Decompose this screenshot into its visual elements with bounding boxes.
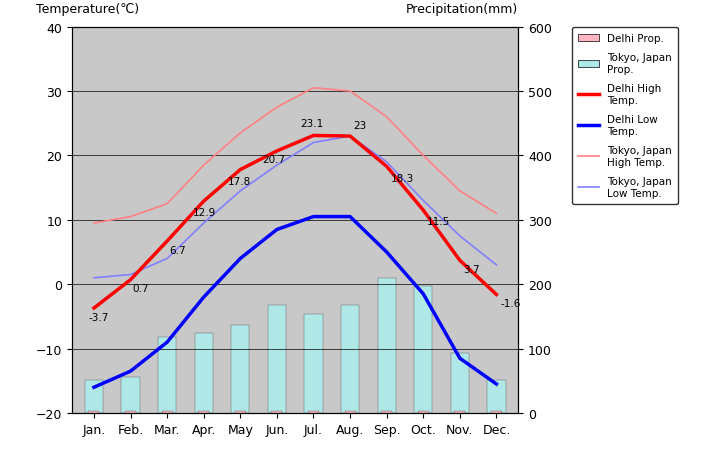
Bar [162,411,173,413]
Bar [231,325,249,413]
Text: 3.7: 3.7 [464,264,480,274]
Bar [414,286,433,413]
Bar [451,353,469,413]
Bar [418,411,428,413]
Bar [454,411,465,413]
Text: -1.6: -1.6 [501,298,521,308]
Bar [268,306,286,413]
Text: 6.7: 6.7 [169,245,186,255]
Text: 17.8: 17.8 [228,176,251,186]
Text: Temperature(℃): Temperature(℃) [36,3,140,16]
Bar [308,411,319,413]
Bar [198,411,210,413]
Bar [125,411,136,413]
Text: 0.7: 0.7 [132,284,149,294]
Text: 12.9: 12.9 [193,208,216,218]
Legend: Delhi Prop., Tokyo, Japan
Prop., Delhi High
Temp., Delhi Low
Temp., Tokyo, Japan: Delhi Prop., Tokyo, Japan Prop., Delhi H… [572,28,678,205]
Bar [381,411,392,413]
Text: 11.5: 11.5 [427,217,450,227]
Bar [487,381,505,413]
Text: 23: 23 [354,121,367,131]
Bar [305,314,323,413]
Text: 18.3: 18.3 [390,173,413,183]
Bar [122,377,140,413]
Bar [271,411,282,413]
Bar [89,411,99,413]
Bar [491,411,502,413]
Bar [341,305,359,413]
Bar [85,380,103,413]
Bar [194,333,213,413]
Bar [377,278,396,413]
Text: Precipitation(mm): Precipitation(mm) [406,3,518,16]
Bar [235,411,246,413]
Text: 23.1: 23.1 [301,118,324,129]
Bar [345,411,356,413]
Text: -3.7: -3.7 [89,312,109,322]
Bar [158,337,176,413]
Text: 20.7: 20.7 [262,155,285,165]
